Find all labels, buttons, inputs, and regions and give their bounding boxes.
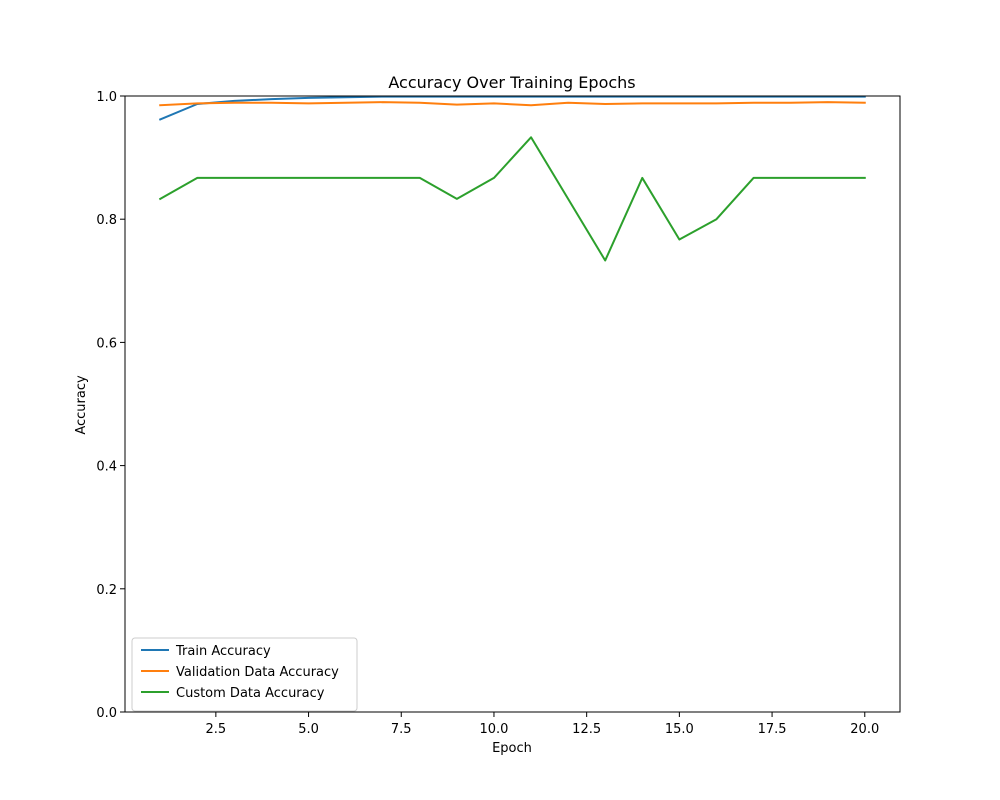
x-tick-label: 12.5 — [572, 722, 601, 737]
x-tick-label: 17.5 — [758, 722, 787, 737]
y-tick-label: 0.4 — [96, 460, 117, 475]
series-line-2 — [159, 101, 866, 107]
legend-box — [131, 637, 358, 712]
x-tick-label: 20.0 — [850, 722, 879, 737]
y-tick-label: 0.6 — [96, 336, 117, 351]
legend[interactable]: Train Accuracy Validation Data Accuracy Cu… — [131, 637, 358, 712]
x-tick-label: 2.5 — [206, 722, 227, 737]
y-axis-label: Accuracy — [74, 375, 89, 435]
x-axis-label: Epoch — [492, 741, 532, 756]
y-tick-label: 0.0 — [96, 706, 117, 721]
plot-area — [124, 95, 901, 713]
series-line-1 — [158, 95, 866, 121]
legend-label-3: Custom Data Accuracy — [176, 686, 325, 701]
plot-frame — [124, 95, 901, 713]
x-tick-label: 5.0 — [298, 722, 319, 737]
x-tick-label: 10.0 — [479, 722, 508, 737]
chart-title: Accuracy Over Training Epochs — [388, 73, 635, 92]
series-line-3 — [158, 136, 866, 262]
x-tick-label: 15.0 — [665, 722, 694, 737]
x-axis-ticks: 2.5 5.0 7.5 10.0 12.5 15.0 17.5 20.0 — [206, 712, 879, 737]
legend-label-1: Train Accuracy — [175, 644, 271, 659]
y-tick-label: 0.8 — [96, 213, 117, 228]
y-tick-label: 1.0 — [96, 90, 117, 105]
y-axis-ticks: 0.0 0.2 0.4 0.6 0.8 1.0 — [96, 90, 125, 721]
legend-label-2: Validation Data Accuracy — [176, 665, 339, 680]
y-tick-label: 0.2 — [96, 583, 117, 598]
x-tick-label: 7.5 — [391, 722, 412, 737]
